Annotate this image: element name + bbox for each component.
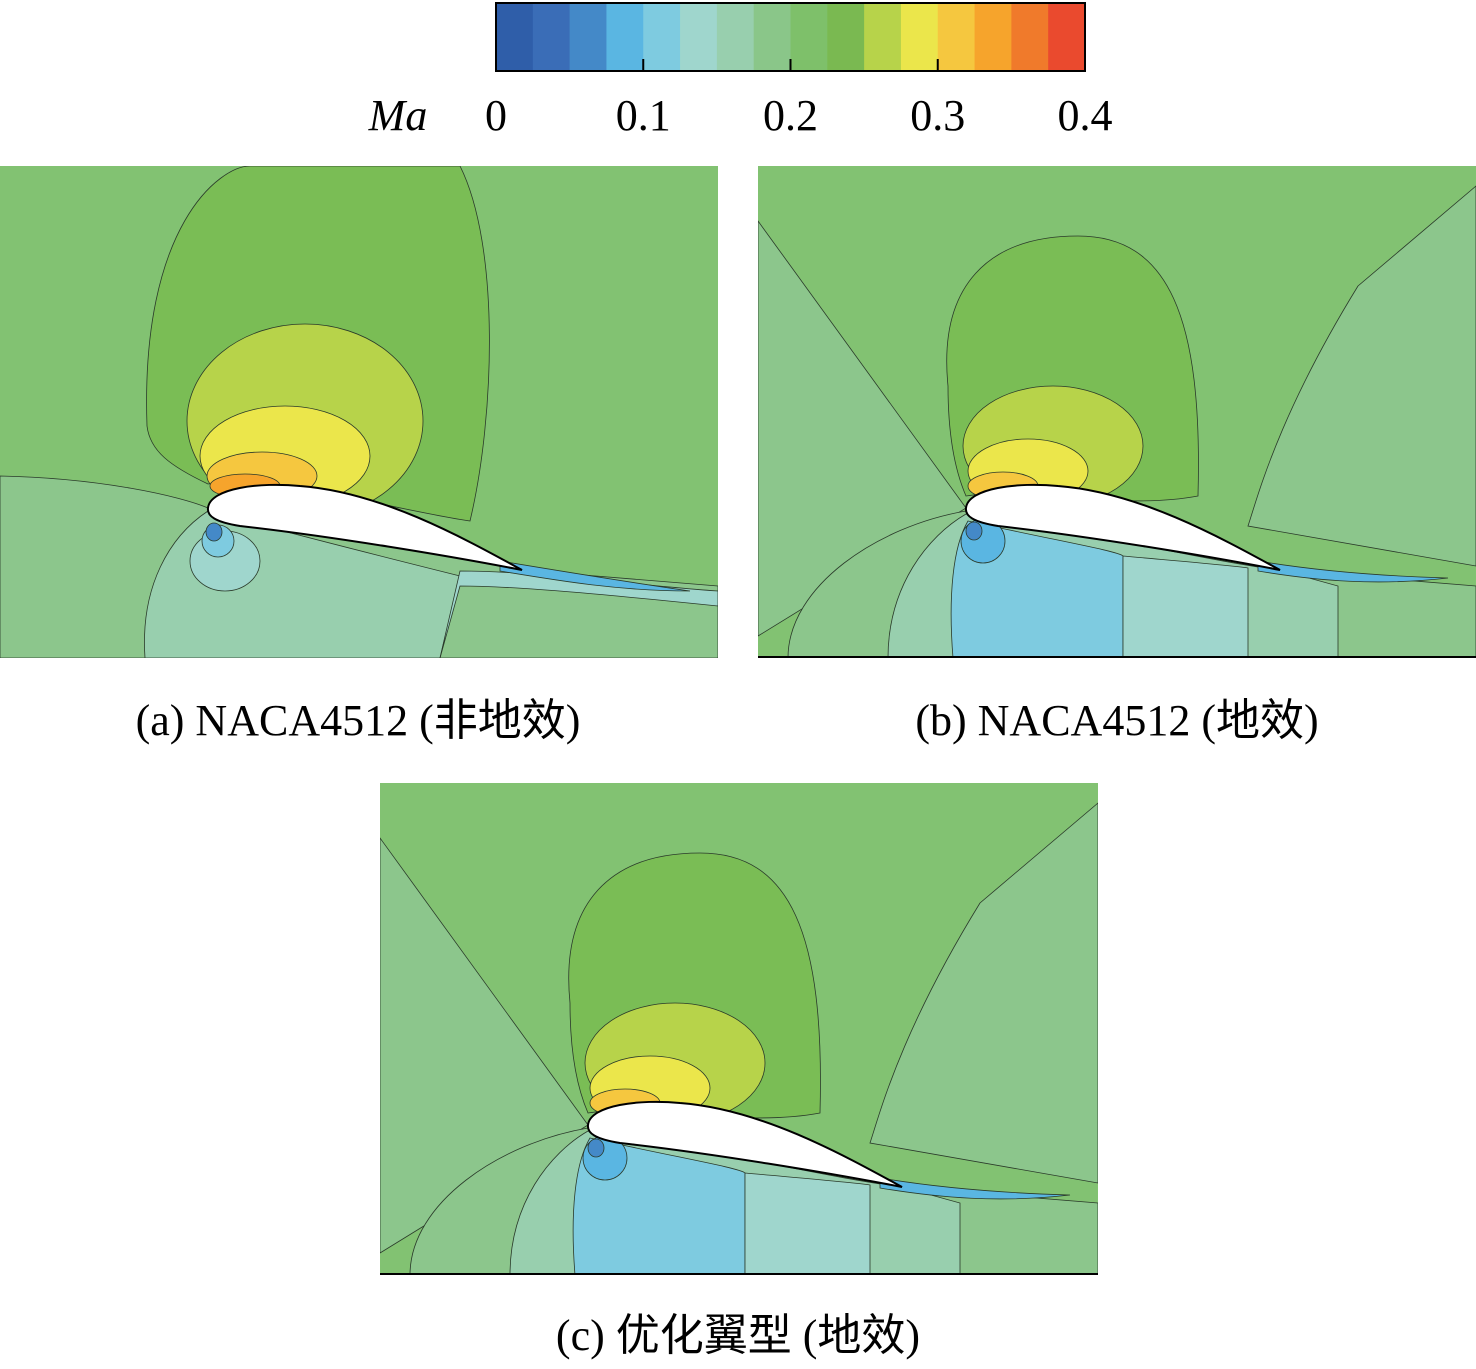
color-band [716,3,755,71]
color-band [569,3,607,71]
contour-plot [380,783,1098,1275]
tick-label: 0.3 [910,91,965,140]
tick-label: 0 [485,91,507,140]
color-band [900,3,939,71]
colorbar: 0 0.1 0.2 0.3 0.4 [485,2,1113,140]
color-band [1011,3,1049,71]
color-band [680,3,718,71]
caption: (b) NACA4512 (地效) [915,696,1318,745]
color-band [753,3,791,71]
contour-plot [758,166,1476,658]
color-band [864,3,902,71]
tick-label: 0.1 [616,91,671,140]
color-band [827,3,865,71]
color-band [937,3,976,71]
tick-label: 0.4 [1058,91,1113,140]
caption: (c) 优化翼型 (地效) [556,1311,920,1360]
tick-label: 0.2 [763,91,818,140]
color-band [643,3,681,71]
color-band [1048,3,1086,71]
caption: (a) NACA4512 (非地效) [136,696,581,745]
colorbar-label: Ma [368,91,428,140]
color-band [496,3,534,71]
color-band [532,3,571,71]
color-band [790,3,828,71]
color-band [974,3,1012,71]
contour-plot [0,166,718,658]
color-band [606,3,644,71]
